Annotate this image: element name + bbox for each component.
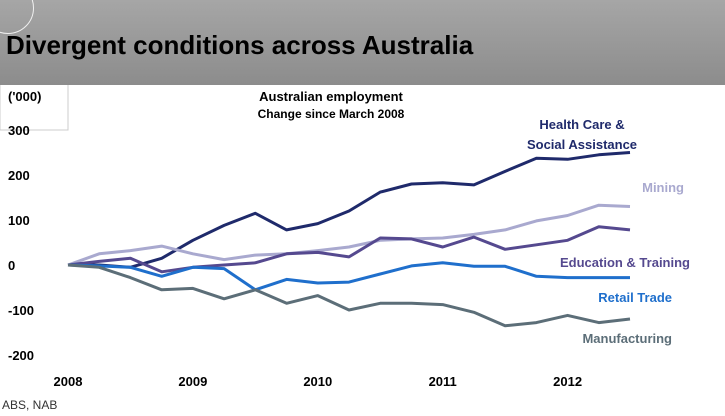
- series-line: [67, 203, 631, 267]
- y-tick-label: 200: [8, 168, 30, 183]
- chart-title: Australian employment: [259, 89, 403, 104]
- series-label: Education & Training: [560, 255, 690, 270]
- x-tick-label: 2009: [178, 374, 207, 389]
- x-tick-label: 2012: [553, 374, 582, 389]
- x-tick-label: 2008: [54, 374, 83, 389]
- y-tick-label: 0: [8, 258, 15, 273]
- page-title: Divergent conditions across Australia: [6, 30, 474, 60]
- series-label: Retail Trade: [598, 290, 672, 305]
- decorative-circle: [0, 0, 34, 34]
- series-labels: Health Care & Social Assistance Mining Educ…: [527, 117, 690, 346]
- series-line: [68, 151, 631, 269]
- x-tick-label: 2010: [303, 374, 332, 389]
- source-note: ABS, NAB: [2, 398, 58, 412]
- series-label: Health Care & Social Assistance: [527, 117, 637, 152]
- y-tick-label: 300: [8, 123, 30, 138]
- y-axis-ticks: 300 200 100 0 -100 -200: [8, 123, 34, 363]
- series-label: Mining: [642, 180, 684, 195]
- y-tick-label: 100: [8, 213, 30, 228]
- line-chart: ('000) Australian employment Change sinc…: [0, 85, 690, 389]
- series-lines: [67, 151, 631, 328]
- chart-subtitle: Change since March 2008: [258, 107, 405, 121]
- series-label: Manufacturing: [582, 331, 672, 346]
- series-line: [67, 263, 631, 328]
- y-axis-label: ('000): [8, 89, 41, 104]
- x-axis-ticks: 2008 2009 2010 2011 2012: [54, 374, 583, 389]
- series-line: [67, 225, 631, 274]
- x-tick-label: 2011: [429, 374, 457, 389]
- y-tick-label: -100: [8, 303, 34, 318]
- decorative-frame: [0, 85, 69, 131]
- title-banner: Divergent conditions across Australia: [0, 0, 725, 85]
- series-line: [67, 261, 630, 292]
- y-tick-label: -200: [8, 348, 34, 363]
